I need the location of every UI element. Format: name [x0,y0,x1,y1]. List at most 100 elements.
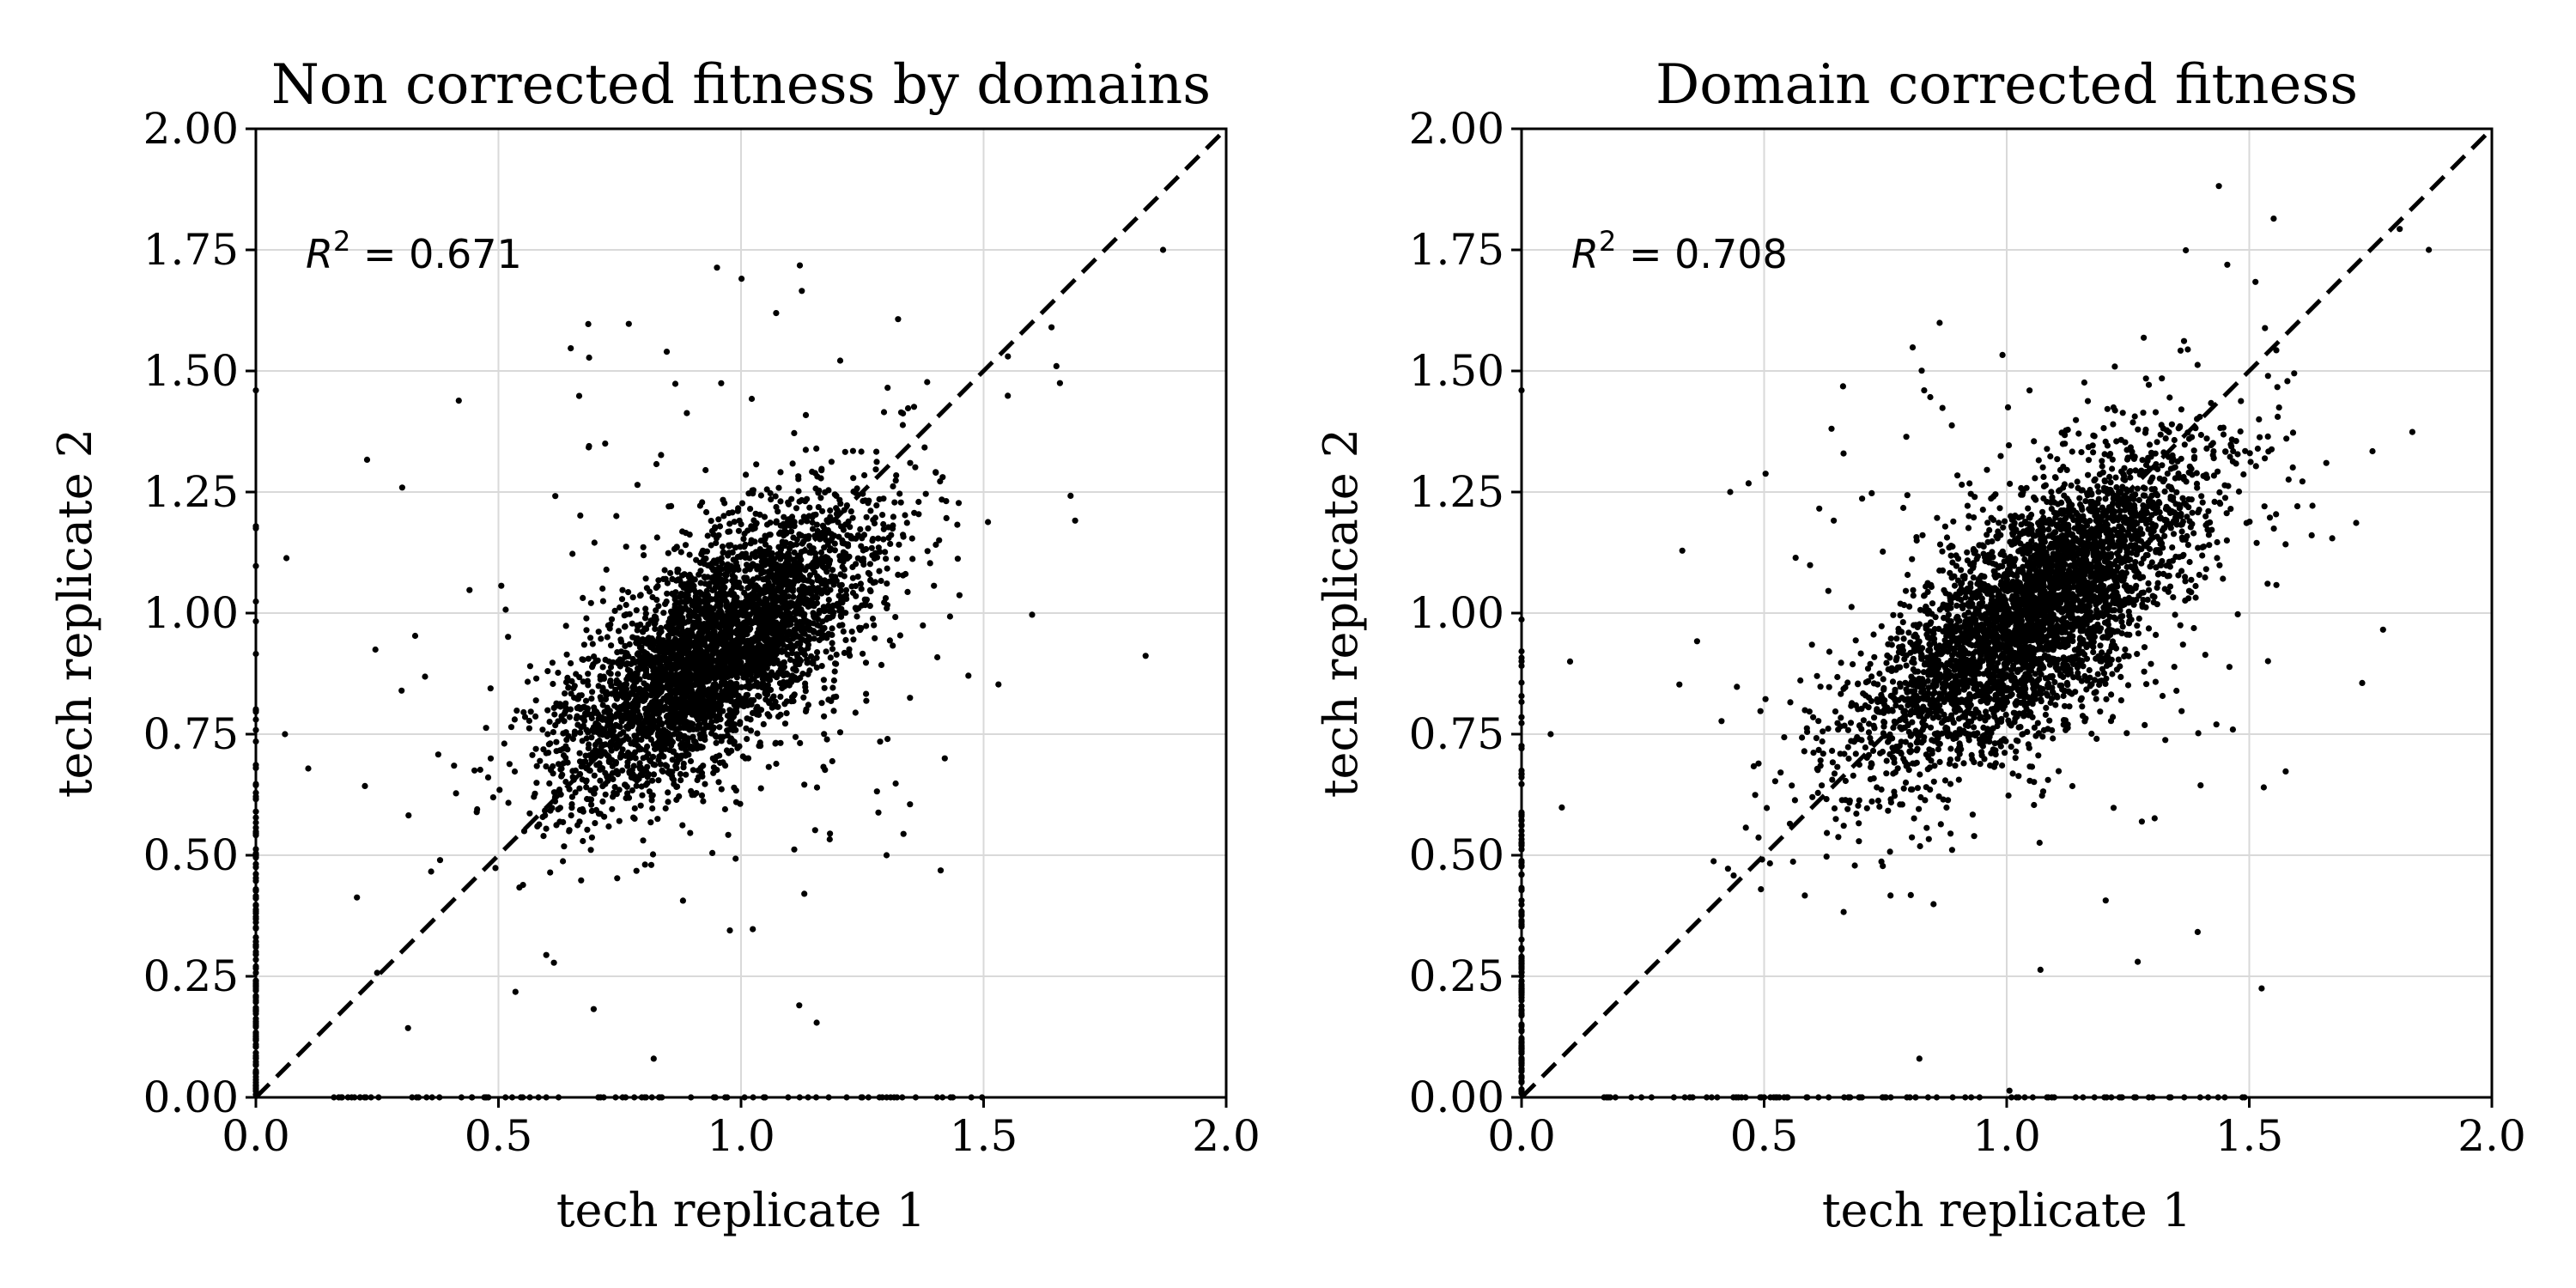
data-point [761,568,768,575]
data-point [850,475,857,482]
data-point [756,693,762,700]
data-point [743,550,750,557]
data-point [599,798,606,805]
data-point [995,681,1002,688]
data-point [790,571,797,579]
data-point [904,404,912,412]
data-point [566,714,574,720]
data-point [791,429,798,436]
data-point [553,748,560,755]
data-point [799,627,805,634]
data-point [655,717,662,724]
data-point [568,801,575,808]
data-point [652,762,659,769]
data-point [615,671,622,677]
data-point [742,755,749,762]
highlighted-point [883,852,890,859]
data-point [825,597,832,604]
data-point [640,837,647,844]
highlighted-point [941,755,948,762]
data-point [702,574,708,581]
data-point [745,677,752,685]
data-point [428,868,434,875]
data-point [860,547,866,554]
data-point [588,696,595,702]
data-point [590,1005,598,1012]
data-point [814,649,821,656]
data-point [829,631,835,639]
data-point [1943,804,1950,811]
data-point [753,519,760,526]
data-point [731,576,738,583]
data-point [715,516,722,523]
data-point [862,497,869,504]
data-point [777,498,784,505]
data-point [772,739,780,746]
data-point [398,484,405,491]
data-point [732,726,739,733]
data-point [778,671,785,677]
data-point [777,469,784,476]
data-point [811,593,818,600]
data-point [844,541,852,548]
data-point [1814,789,1821,797]
data-point [873,448,880,455]
data-point [702,466,709,474]
data-point [471,767,478,774]
data-point [837,501,844,507]
data-point [647,685,654,692]
data-point [848,508,854,515]
data-point [744,630,750,638]
data-point [772,698,779,706]
data-point [664,580,671,586]
data-point [790,697,797,705]
data-point [647,721,653,728]
data-point [650,771,658,778]
data-point [677,577,683,585]
data-point [890,522,896,529]
data-point [679,822,686,829]
data-point [624,675,631,683]
data-point [757,492,765,499]
data-point [848,532,854,540]
data-point [718,786,725,793]
data-point [931,582,938,589]
y-tick-label: 1.75 [143,225,239,275]
data-point [613,711,620,718]
data-point [860,650,866,657]
data-point [817,549,825,556]
data-point [1909,556,1916,562]
data-point [769,618,775,625]
data-point [688,574,695,581]
data-point [715,779,722,786]
data-point [569,768,576,775]
data-point [645,621,652,628]
data-point [653,710,660,717]
data-point [892,614,899,621]
data-point [781,532,787,539]
data-point [568,812,574,819]
y-tick-label: 0.75 [143,709,239,759]
data-point [1005,392,1012,399]
data-point [677,725,683,732]
data-point [787,656,794,664]
data-point [738,276,745,283]
data-point [555,718,562,725]
x-tick-label: 1.0 [707,1111,775,1161]
data-point [726,613,732,620]
data-point [637,592,644,598]
data-point [533,675,540,682]
data-point [660,728,667,735]
data-point [821,731,828,738]
data-point [695,675,702,682]
data-point [539,726,546,733]
data-point [363,456,371,464]
data-point [705,623,712,630]
data-point [880,526,887,532]
data-point [2074,478,2081,485]
data-point [818,700,825,707]
data-point [786,682,793,689]
data-point [713,619,720,627]
data-point [872,466,879,473]
data-point [748,395,756,403]
